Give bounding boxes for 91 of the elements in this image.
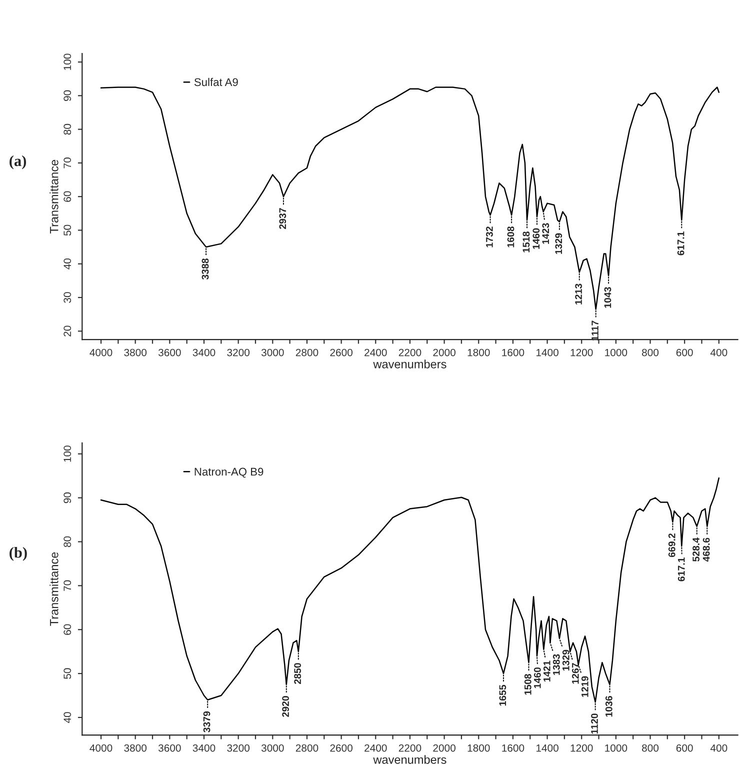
text: (a) xyxy=(10,155,26,170)
annotation: 528.4 xyxy=(692,538,700,562)
y-tick-label: 90 xyxy=(64,492,72,504)
annotation: 3379 xyxy=(203,711,210,732)
x-tick-label: 800 xyxy=(642,348,659,356)
y-tick-label: 80 xyxy=(64,124,72,135)
annotation: 1732 xyxy=(486,226,493,248)
annotation: 1518 xyxy=(522,232,530,252)
annotation: 1213 xyxy=(575,284,582,304)
x-tick-label: 2800 xyxy=(296,348,318,356)
x-tick-label: 3400 xyxy=(192,348,216,356)
x-tick-label: 2600 xyxy=(330,348,352,356)
y-tick-label: 40 xyxy=(64,712,72,724)
annotation: 669.2 xyxy=(668,533,676,558)
x-tick-label: 1600 xyxy=(502,744,524,752)
y-axis-title: Transmittance xyxy=(50,160,58,234)
y-tick-label: 80 xyxy=(64,536,72,548)
x-tick-label: 1200 xyxy=(570,348,593,356)
x-tick-label: 1200 xyxy=(570,744,593,752)
x-tick-label: 1400 xyxy=(536,348,558,356)
y-tick-label: 20 xyxy=(64,326,72,336)
annotation: 468.6 xyxy=(702,538,710,562)
annotation: 617.1 xyxy=(678,558,685,582)
x-tick-label: 1000 xyxy=(605,744,628,752)
x-axis-title: wavenumbers xyxy=(373,360,446,368)
y-tick-label: 50 xyxy=(64,224,72,236)
x-tick-label: 600 xyxy=(676,348,693,356)
annotation: 1423 xyxy=(542,223,550,244)
x-tick-label: 1800 xyxy=(468,744,490,752)
x-tick-label: 1800 xyxy=(468,348,490,356)
annotation: 1329 xyxy=(562,650,570,671)
legend-label: Natron-AQ B9 xyxy=(194,468,264,478)
y-tick-label: 90 xyxy=(64,90,72,101)
annotation: 1036 xyxy=(605,696,612,717)
annotation: 1508 xyxy=(524,674,532,695)
annotation: 1608 xyxy=(507,226,514,248)
x-tick-label: 4000 xyxy=(90,348,112,356)
x-tick-label: 3800 xyxy=(124,348,147,356)
y-tick-label: 100 xyxy=(64,446,72,462)
x-tick-label: 3800 xyxy=(124,744,147,752)
x-tick-label: 3200 xyxy=(227,744,250,752)
x-tick-label: 1600 xyxy=(502,348,524,356)
annotation: 1329 xyxy=(555,233,562,254)
x-tick-label: 1000 xyxy=(605,348,628,356)
annotation: 1460 xyxy=(532,228,540,249)
x-tick-label: 3600 xyxy=(158,744,181,752)
annotation: 1043 xyxy=(604,287,612,308)
annotation: 1120 xyxy=(591,714,598,734)
x-tick-label: 400 xyxy=(710,348,728,356)
x-axis-title: wavenumbers xyxy=(373,755,446,764)
x-tick-label: 2600 xyxy=(330,744,352,752)
y-tick-label: 30 xyxy=(64,292,72,303)
x-tick-label: 2000 xyxy=(433,348,456,356)
y-tick-label: 50 xyxy=(64,668,72,679)
x-tick-label: 3600 xyxy=(158,348,181,356)
x-tick-label: 2200 xyxy=(398,348,422,356)
legend-label: Sulfat A9 xyxy=(194,78,238,86)
annotation: 1655 xyxy=(499,684,506,706)
x-tick-label: 3400 xyxy=(192,744,216,752)
annotation: 1219 xyxy=(581,676,588,697)
y-tick-label: 60 xyxy=(64,191,72,202)
x-tick-label: 3000 xyxy=(261,744,284,752)
x-tick-label: 3000 xyxy=(261,348,284,356)
x-tick-label: 400 xyxy=(710,744,728,752)
x-tick-label: 800 xyxy=(642,744,659,752)
annotation: 1267 xyxy=(572,663,579,684)
x-tick-label: 2400 xyxy=(364,348,387,356)
x-tick-label: 4000 xyxy=(90,744,112,752)
annotation: 1421 xyxy=(543,660,550,682)
y-tick-label: 70 xyxy=(64,580,72,591)
x-tick-label: 1400 xyxy=(536,744,558,752)
x-tick-label: 2800 xyxy=(296,744,318,752)
annotation: 617.1 xyxy=(677,232,684,256)
annotation: 2850 xyxy=(294,663,302,684)
x-tick-label: 2000 xyxy=(433,744,456,752)
y-tick-label: 40 xyxy=(64,258,72,270)
y-tick-label: 100 xyxy=(64,54,72,70)
x-tick-label: 2400 xyxy=(364,744,387,752)
y-tick-label: 60 xyxy=(64,624,72,635)
text: (b) xyxy=(10,546,27,561)
x-tick-label: 3200 xyxy=(227,348,250,356)
annotation: 1383 xyxy=(552,654,560,675)
x-tick-label: 2200 xyxy=(398,744,422,752)
annotation: 1460 xyxy=(534,667,541,688)
annotation: 2920 xyxy=(282,696,289,717)
y-axis-title: Transmittance xyxy=(50,552,58,626)
x-tick-label: 600 xyxy=(676,744,693,752)
annotation: 3388 xyxy=(202,258,209,280)
y-tick-label: 70 xyxy=(64,158,72,168)
annotation: 2937 xyxy=(279,208,286,229)
annotation: 1117 xyxy=(592,320,598,340)
